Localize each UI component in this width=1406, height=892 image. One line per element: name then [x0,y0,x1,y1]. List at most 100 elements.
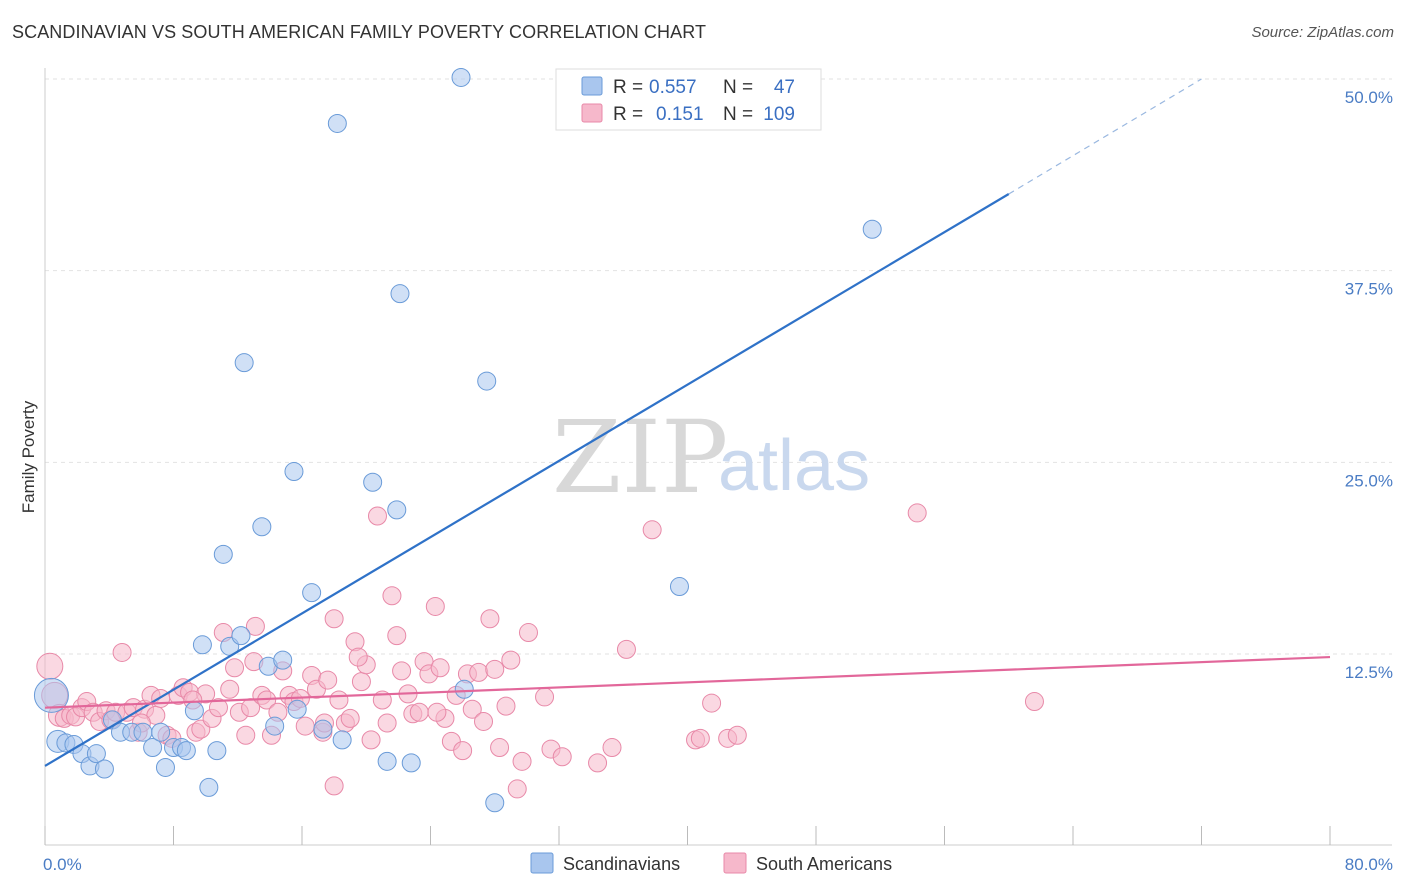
trend-lines [44,78,1331,767]
scandinavian-point-42 [454,679,474,699]
scandinavian-point-39 [390,284,410,304]
south-american-point-83 [496,696,516,716]
south-american-point-62 [382,586,402,606]
scandinavian-point-19 [192,635,212,655]
scandinavian-point-44 [485,793,505,813]
south-american-point-96 [690,728,710,748]
scandinavian-point-26 [252,517,272,537]
south-american-point-104 [907,503,927,523]
scandinavian-point-30 [284,462,304,482]
bottom-legend-scandinavian-swatch [530,852,554,874]
scandinavian-point-11 [133,722,153,742]
scandinavian-point-0 [33,677,69,713]
scandinavian-point-22 [213,544,233,564]
legend-scandinavian-swatch [581,76,603,96]
grid-lines [45,78,1392,655]
south-american-point-51 [324,609,344,629]
series-legend: Scandinavians South Americans [530,852,892,874]
south-american-point-61 [377,713,397,733]
legend-r-value-2: 0.151 [656,104,704,125]
scandinavian-point-41 [451,67,471,87]
south-american-point-55 [345,632,365,652]
scandinavian-point-24 [231,626,251,646]
scandinavian-point-32 [302,583,322,603]
south-american-point-30 [208,698,228,718]
y-axis-label: Family Poverty [19,400,38,513]
watermark-zip: ZIP [552,399,728,516]
legend-r-label-2: R = [613,104,643,125]
south-american-point-35 [236,725,256,745]
south-american-point-79 [474,711,494,731]
legend-n-value-1: 47 [774,77,795,98]
south-american-point-63 [387,626,407,646]
south-american-point-86 [512,751,532,771]
south-american-point-52 [329,690,349,710]
watermark-atlas: atlas [718,426,870,506]
south-american-point-46 [295,716,315,736]
scandinavian-point-29 [273,650,293,670]
south-american-point-102 [427,702,447,722]
y-tick-label-1: 25.0% [1345,471,1393,490]
scandinavian-point-43 [477,371,497,391]
south-american-point-70 [425,596,445,616]
legend-south-american-swatch [581,103,603,123]
scandinavian-point-13 [151,722,171,742]
south-american-point-32 [220,679,240,699]
south-american-point-87 [518,623,538,643]
south-american-point-82 [490,738,510,758]
y-tick-label-3: 50.0% [1345,88,1393,107]
chart-source: Source: ZipAtlas.com [1251,24,1394,41]
south-american-point-75 [453,741,473,761]
y-tick-label-0: 12.5% [1345,663,1393,682]
scandinavian-point-34 [327,113,347,133]
scandinavian-trend-line [44,193,1010,767]
south-american-point-94 [642,520,662,540]
south-american-point-71 [430,658,450,678]
south-american-point-90 [552,747,572,767]
scandinavian-point-36 [363,472,383,492]
south-american-point-33 [225,658,245,678]
legend-n-label-1: N = [723,77,753,98]
south-american-point-84 [501,650,521,670]
south-american-point-13 [112,642,132,662]
axes [44,68,1392,846]
scandinavian-point-37 [377,751,397,771]
scandinavian-point-20 [199,777,219,797]
south-american-point-54 [340,708,360,728]
south-american-point-97 [702,693,722,713]
south-american-point-105 [1024,692,1044,712]
x-tick-labels: 0.0% 80.0% [43,855,1393,874]
chart-title: SCANDINAVIAN VS SOUTH AMERICAN FAMILY PO… [12,22,707,42]
scandinavian-points [33,67,882,813]
y-tick-labels: 12.5% 25.0% 37.5% 50.0% [1345,88,1393,682]
x-tick-label-0: 0.0% [43,855,82,874]
scandinavian-point-7 [94,759,114,779]
south-american-point-80 [480,609,500,629]
scandinavian-point-33 [313,719,333,739]
south-american-point-88 [535,687,555,707]
watermark: ZIP atlas [552,399,870,516]
scandinavian-point-35 [332,730,352,750]
legend-r-value-1: 0.557 [649,77,697,98]
legend-n-label-2: N = [723,104,753,125]
south-american-point-100 [324,776,344,796]
scandinavian-point-46 [862,219,882,239]
south-american-point-37 [245,616,265,636]
south-american-point-91 [588,753,608,773]
south-american-point-0 [36,652,64,680]
south-american-point-58 [361,730,381,750]
scandinavian-point-17 [176,741,196,761]
south-american-point-78 [469,662,489,682]
y-tick-label-2: 37.5% [1345,280,1393,299]
scandinavian-trend-extension [1008,78,1202,195]
south-american-point-59 [367,506,387,526]
scandinavian-point-12 [143,738,163,758]
south-american-point-85 [507,779,527,799]
scandinavian-point-28 [265,716,285,736]
scandinavian-point-38 [387,500,407,520]
south-american-trend-line [44,655,1331,709]
scandinavian-point-40 [401,753,421,773]
south-american-point-92 [602,738,622,758]
south-american-point-81 [485,659,505,679]
